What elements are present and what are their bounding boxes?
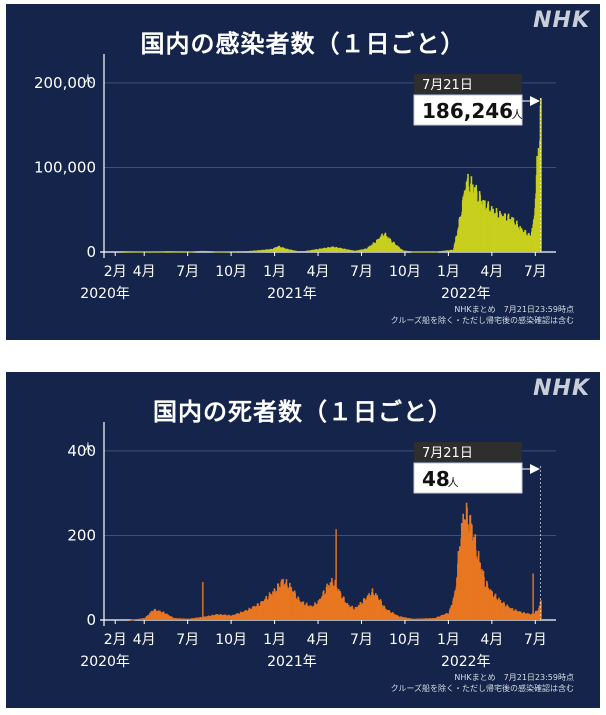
callout-value: 48 bbox=[422, 467, 450, 491]
source-footnote: クルーズ船を除く・ただし帰宅後の感染確認は含む bbox=[390, 316, 574, 325]
x-tick-label: 4月 bbox=[133, 632, 156, 648]
x-tick-label: 4月 bbox=[133, 264, 156, 280]
x-tick-label: 10月 bbox=[215, 264, 247, 280]
x-tick-label: 4月 bbox=[307, 264, 330, 280]
y-tick-label: 400 bbox=[67, 442, 96, 460]
year-label: 2020年 bbox=[80, 286, 130, 302]
x-tick-label: 10月 bbox=[215, 632, 247, 648]
x-tick-label: 7月 bbox=[524, 632, 547, 648]
callout-unit: 人 bbox=[512, 108, 523, 121]
nhk-logo: NHK bbox=[533, 376, 590, 401]
daily-bar bbox=[335, 529, 337, 620]
y-tick-label: 200,000 bbox=[34, 74, 96, 92]
x-tick-label: 7月 bbox=[524, 264, 547, 280]
x-tick-label: 4月 bbox=[307, 632, 330, 648]
x-tick-label: 10月 bbox=[389, 264, 421, 280]
source-note: NHKまとめ 7月21日23:59時点 bbox=[454, 673, 574, 682]
callout-pointer-arrow bbox=[530, 464, 540, 474]
x-tick-label: 1月 bbox=[263, 264, 286, 280]
callout-date: 7月21日 bbox=[422, 446, 473, 461]
chart-title: 国内の感染者数（１日ごと） bbox=[140, 30, 466, 58]
callout-date: 7月21日 bbox=[422, 78, 473, 93]
year-label: 2022年 bbox=[441, 654, 491, 670]
x-tick-label: 10月 bbox=[389, 632, 421, 648]
y-tick-label: 100,000 bbox=[34, 158, 96, 176]
deaths-chart-panel: 国内の死者数（１日ごと） NHK 0 200 400 人 2月 4月 7月 10月 1月 4月 7月… bbox=[6, 372, 600, 708]
callout-date-box bbox=[414, 74, 522, 94]
chart-title: 国内の死者数（１日ごと） bbox=[153, 398, 453, 426]
callout-unit: 人 bbox=[448, 476, 459, 489]
x-tick-label: 1月 bbox=[437, 632, 460, 648]
year-label: 2022年 bbox=[441, 286, 491, 302]
y-tick-label: 200 bbox=[67, 526, 96, 544]
x-tick-label: 7月 bbox=[350, 632, 373, 648]
y-axis-unit-label: 人 bbox=[83, 74, 93, 86]
year-label: 2021年 bbox=[267, 654, 317, 670]
daily-bar bbox=[540, 98, 542, 253]
nhk-logo: NHK bbox=[533, 8, 590, 33]
infections-chart-panel: 国内の感染者数（１日ごと） NHK 0 100,000 200,000 人 2月 4月 7月… bbox=[6, 4, 600, 340]
x-tick-label: 2月 bbox=[104, 632, 127, 648]
y-axis-unit-label: 人 bbox=[83, 442, 93, 454]
source-footnote: クルーズ船を除く・ただし帰宅後の感染確認は含む bbox=[390, 684, 574, 693]
x-tick-label: 4月 bbox=[480, 264, 503, 280]
callout-pointer-arrow bbox=[530, 96, 540, 106]
daily-bar bbox=[540, 600, 542, 620]
x-tick-label: 4月 bbox=[480, 632, 503, 648]
callout-value-box bbox=[413, 462, 523, 494]
x-tick-label: 7月 bbox=[176, 632, 199, 648]
x-tick-label: 2月 bbox=[104, 264, 127, 280]
x-tick-label: 7月 bbox=[176, 264, 199, 280]
callout-date-box bbox=[414, 442, 522, 462]
x-tick-label: 7月 bbox=[350, 264, 373, 280]
callout-value: 186,246 bbox=[422, 99, 513, 123]
year-label: 2020年 bbox=[80, 654, 130, 670]
daily-bar bbox=[202, 581, 204, 620]
daily-bar bbox=[477, 577, 479, 620]
x-tick-label: 1月 bbox=[437, 264, 460, 280]
x-tick-label: 1月 bbox=[263, 632, 286, 648]
callout-value-box bbox=[413, 94, 523, 126]
y-tick-label: 0 bbox=[86, 243, 96, 261]
y-tick-label: 0 bbox=[86, 611, 96, 629]
source-note: NHKまとめ 7月21日23:59時点 bbox=[454, 305, 574, 314]
year-label: 2021年 bbox=[267, 286, 317, 302]
daily-bar bbox=[532, 573, 534, 620]
